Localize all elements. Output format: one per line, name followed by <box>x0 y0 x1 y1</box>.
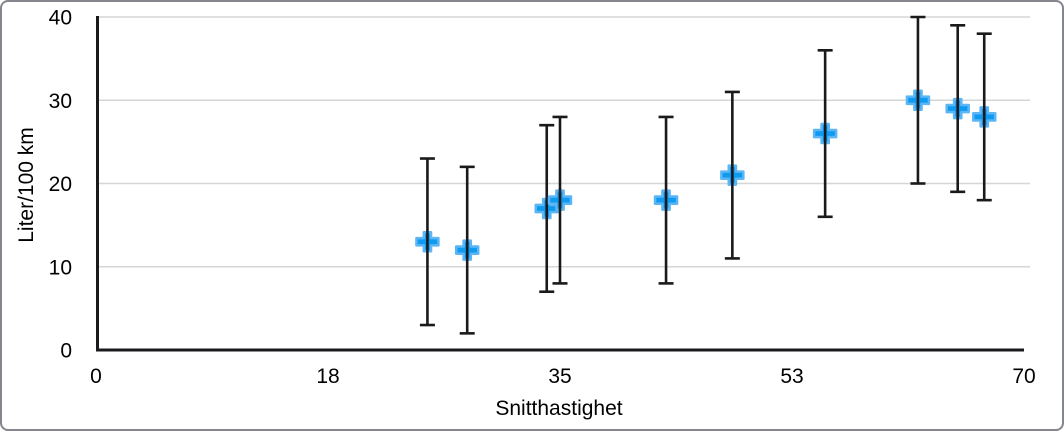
x-tick-label: 35 <box>548 365 571 388</box>
y-tick-label: 0 <box>60 340 72 363</box>
x-tick-label: 53 <box>780 365 803 388</box>
axis-lines <box>96 16 1024 352</box>
y-axis-title: Liter/100 km <box>15 127 38 243</box>
data-point <box>547 115 573 285</box>
data-point <box>905 15 931 185</box>
y-tick-label: 10 <box>49 256 72 279</box>
x-tick-label: 0 <box>90 365 102 388</box>
data-point <box>945 24 970 194</box>
gridlines <box>96 16 1030 268</box>
x-tick-label: 18 <box>316 365 339 388</box>
y-tick-label: 40 <box>49 7 72 30</box>
data-point <box>415 157 440 327</box>
data-point <box>653 115 679 285</box>
data-point <box>454 165 480 335</box>
y-tick-label: 30 <box>49 90 72 113</box>
x-axis-title: Snitthastighet <box>495 397 622 420</box>
data-point <box>720 90 745 260</box>
y-tick-label: 20 <box>49 173 72 196</box>
data-point <box>812 48 838 219</box>
x-axis-tick-labels: 0 18 35 53 70 <box>90 365 1036 388</box>
x-tick-label: 70 <box>1012 365 1035 388</box>
y-axis-tick-labels: 0 10 20 30 40 <box>49 7 72 363</box>
data-point <box>971 32 997 202</box>
data-series <box>415 15 997 335</box>
